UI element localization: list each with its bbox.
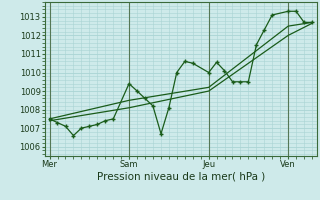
X-axis label: Pression niveau de la mer( hPa ): Pression niveau de la mer( hPa ) (97, 172, 265, 182)
